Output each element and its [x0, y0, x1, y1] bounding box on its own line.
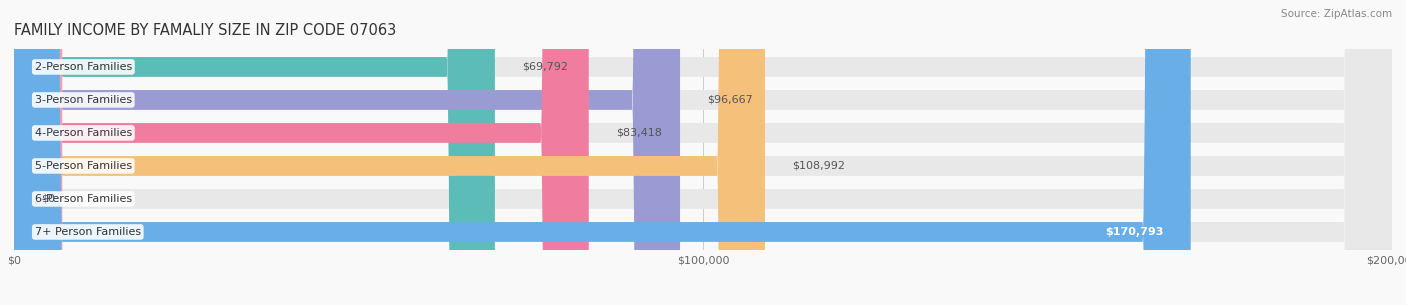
FancyBboxPatch shape: [14, 0, 62, 305]
FancyBboxPatch shape: [14, 0, 765, 305]
FancyBboxPatch shape: [14, 0, 589, 305]
Text: 4-Person Families: 4-Person Families: [35, 128, 132, 138]
FancyBboxPatch shape: [14, 0, 495, 305]
Text: $170,793: $170,793: [1105, 227, 1163, 237]
FancyBboxPatch shape: [14, 0, 1392, 305]
Text: $96,667: $96,667: [707, 95, 754, 105]
Text: 7+ Person Families: 7+ Person Families: [35, 227, 141, 237]
Text: 6-Person Families: 6-Person Families: [35, 194, 132, 204]
Text: $69,792: $69,792: [523, 62, 568, 72]
FancyBboxPatch shape: [14, 0, 1392, 305]
Text: 5-Person Families: 5-Person Families: [35, 161, 132, 171]
Text: FAMILY INCOME BY FAMALIY SIZE IN ZIP CODE 07063: FAMILY INCOME BY FAMALIY SIZE IN ZIP COD…: [14, 23, 396, 38]
Text: 2-Person Families: 2-Person Families: [35, 62, 132, 72]
FancyBboxPatch shape: [14, 0, 1392, 305]
FancyBboxPatch shape: [14, 0, 1392, 305]
Text: 3-Person Families: 3-Person Families: [35, 95, 132, 105]
FancyBboxPatch shape: [14, 0, 681, 305]
FancyBboxPatch shape: [14, 0, 1392, 305]
Text: $83,418: $83,418: [616, 128, 662, 138]
Text: Source: ZipAtlas.com: Source: ZipAtlas.com: [1281, 9, 1392, 19]
Text: $0: $0: [42, 194, 56, 204]
FancyBboxPatch shape: [14, 0, 1392, 305]
Text: $108,992: $108,992: [793, 161, 845, 171]
FancyBboxPatch shape: [14, 0, 1191, 305]
